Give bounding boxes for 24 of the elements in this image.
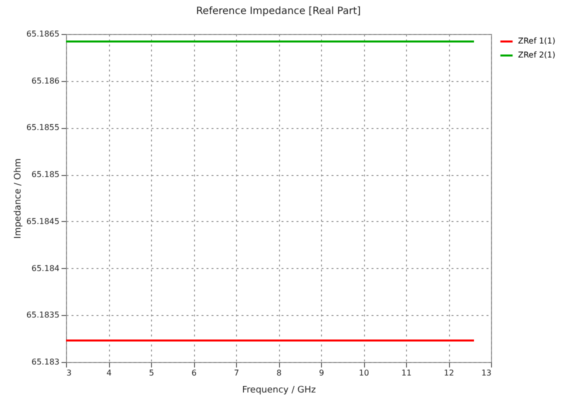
legend-label: ZRef 2(1): [518, 50, 556, 60]
x-tick-label: 7: [234, 368, 240, 378]
x-tick-label: 10: [358, 368, 370, 378]
y-tick-label: 65.183: [32, 358, 60, 366]
x-axis-title: Frequency / GHz: [242, 386, 316, 396]
legend-label: ZRef 1(1): [518, 36, 556, 46]
x-tick-label: 6: [191, 368, 197, 378]
y-tick-label: 65.185: [32, 170, 60, 180]
y-tick-label: 65.1865: [26, 30, 60, 38]
x-tick-label: 12: [444, 368, 454, 378]
y-tick-label: 65.1845: [26, 216, 60, 226]
x-tick-label: 4: [106, 368, 112, 378]
y-tick-label: 65.1835: [26, 310, 60, 320]
x-tick-label: 9: [318, 368, 324, 378]
chart-title: Reference Impedance [Real Part]: [196, 6, 361, 17]
x-tick-label: 13: [481, 368, 492, 378]
y-tick-label: 65.186: [32, 76, 60, 86]
x-tick-label: 8: [276, 368, 282, 378]
x-tick-label: 3: [66, 368, 72, 378]
x-tick-label: 5: [148, 368, 154, 378]
x-tick-label: 11: [401, 368, 412, 378]
y-tick-label: 65.184: [32, 264, 60, 273]
y-axis-title: Impedance / Ohm: [13, 158, 24, 239]
y-tick-label: 65.1855: [26, 123, 60, 132]
